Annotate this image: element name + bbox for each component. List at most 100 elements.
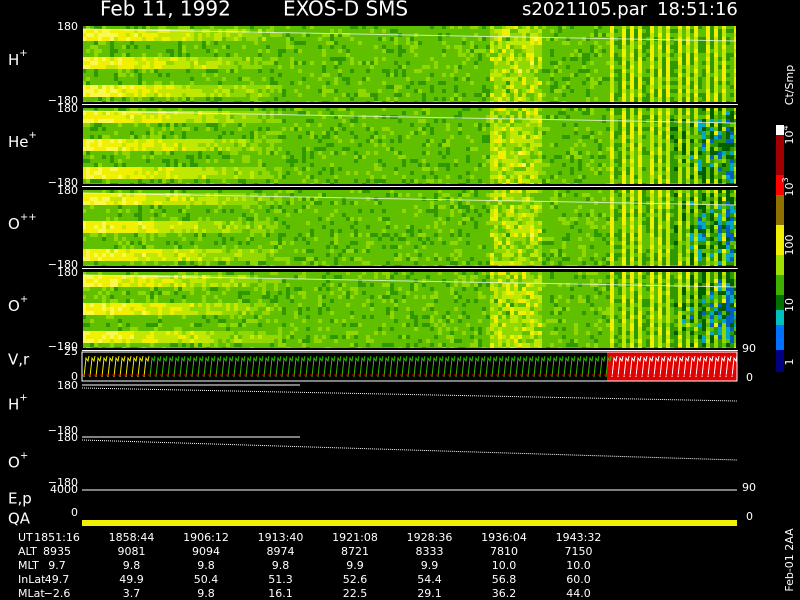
spectrogram-cell <box>574 77 578 81</box>
spectrogram-cell <box>186 163 190 167</box>
spectrogram-cell <box>282 123 286 127</box>
spectrogram-cell <box>250 97 254 101</box>
spectrogram-cell <box>246 29 250 33</box>
spectrogram-cell <box>334 119 338 123</box>
spectrogram-cell <box>470 65 474 69</box>
spectrogram-cell <box>166 159 170 163</box>
spectrogram-cell <box>282 77 286 81</box>
spectrogram-cell <box>122 89 126 93</box>
spectrogram-cell <box>610 61 614 65</box>
spectrogram-cell <box>386 175 390 179</box>
spectrogram-cell <box>722 49 726 53</box>
spectrogram-cell <box>406 131 410 135</box>
spectrogram-cell <box>194 127 198 131</box>
spectrogram-cell <box>102 171 106 175</box>
spectrogram-cell <box>486 57 490 61</box>
spectrogram-cell <box>166 119 170 123</box>
spectrogram-cell <box>390 97 394 101</box>
spectrogram-cell <box>254 163 258 167</box>
spectrogram-cell <box>690 77 694 81</box>
spectrogram-cell <box>382 167 386 171</box>
spectrogram-cell <box>338 53 342 57</box>
spectrogram-cell <box>518 69 522 73</box>
spectrogram-cell <box>218 135 222 139</box>
spectrogram-cell <box>294 123 298 127</box>
spectrogram-cell <box>330 73 334 77</box>
spectrogram-cell <box>338 171 342 175</box>
spectrogram-cell <box>142 61 146 65</box>
spectrogram-cell <box>278 155 282 159</box>
spectrogram-cell <box>246 81 250 85</box>
spectrogram-cell <box>258 143 262 147</box>
spectrogram-cell <box>182 163 186 167</box>
spectrogram-cell <box>230 97 234 101</box>
spectrogram-cell <box>630 77 634 81</box>
spectrogram-cell <box>206 45 210 49</box>
spectrogram-cell <box>210 45 214 49</box>
spectrogram-cell <box>194 119 198 123</box>
spectrogram-cell <box>218 69 222 73</box>
spectrogram-cell <box>150 131 154 135</box>
spectrogram-cell <box>146 175 150 179</box>
spectrogram-cell <box>418 131 422 135</box>
spectrogram-cell <box>378 61 382 65</box>
spectrogram-cell <box>498 41 502 45</box>
spectrogram-cell <box>470 69 474 73</box>
spectrogram-cell <box>94 29 98 33</box>
spectrogram-cell <box>366 147 370 151</box>
spectrogram-cell <box>346 119 350 123</box>
spectrogram-cell <box>102 89 106 93</box>
spectrogram-cell <box>490 61 494 65</box>
spectrogram-cell <box>134 45 138 49</box>
spectrogram-cell <box>390 119 394 123</box>
spectrogram-cell <box>562 49 566 53</box>
spectrogram-cell <box>402 97 406 101</box>
spectrogram-cell <box>306 131 310 135</box>
spectrogram-cell <box>302 77 306 81</box>
spectrogram-cell <box>426 29 430 33</box>
spectrogram-cell <box>586 77 590 81</box>
spectrogram-cell <box>310 147 314 151</box>
spectrogram-cell <box>390 147 394 151</box>
spectrogram-cell <box>170 163 174 167</box>
spectrogram-cell <box>394 123 398 127</box>
spectrogram-cell <box>138 81 142 85</box>
spectrogram-cell <box>134 77 138 81</box>
spectrogram-cell <box>214 131 218 135</box>
spectrogram-cell <box>210 49 214 53</box>
spectrogram-cell <box>550 53 554 57</box>
spectrogram-cell <box>350 37 354 41</box>
spectrogram-cell <box>278 85 282 89</box>
spectrogram-cell <box>482 53 486 57</box>
spectrogram-cell <box>254 127 258 131</box>
spectrogram-cell <box>338 139 342 143</box>
spectrogram-cell <box>130 179 134 183</box>
spectrogram-cell <box>522 53 526 57</box>
spectrogram-cell <box>702 33 706 37</box>
spectrogram-cell <box>578 85 582 89</box>
spectrogram-cell <box>114 135 118 139</box>
spectrogram-cell <box>226 89 230 93</box>
spectrogram-cell <box>578 77 582 81</box>
spectrogram-cell <box>670 69 674 73</box>
spectrogram-cell <box>146 127 150 131</box>
spectrogram-cell <box>322 33 326 37</box>
spectrogram-cell <box>238 33 242 37</box>
spectrogram-cell <box>182 61 186 65</box>
spectrogram-cell <box>534 45 538 49</box>
spectrogram-cell <box>626 85 630 89</box>
spectrogram-cell <box>678 49 682 53</box>
spectrogram-cell <box>322 139 326 143</box>
spectrogram-cell <box>486 89 490 93</box>
spectrogram-cell <box>558 61 562 65</box>
spectrogram-cell <box>326 53 330 57</box>
spectrogram-cell <box>166 77 170 81</box>
spectrogram-cell <box>406 53 410 57</box>
spectrogram-cell <box>102 81 106 85</box>
spectrogram-cell <box>530 61 534 65</box>
spectrogram-cell <box>526 29 530 33</box>
spectrogram-cell <box>118 25 122 29</box>
spectrogram-cell <box>290 73 294 77</box>
spectrogram-cell <box>222 139 226 143</box>
spectrogram-cell <box>230 111 234 115</box>
